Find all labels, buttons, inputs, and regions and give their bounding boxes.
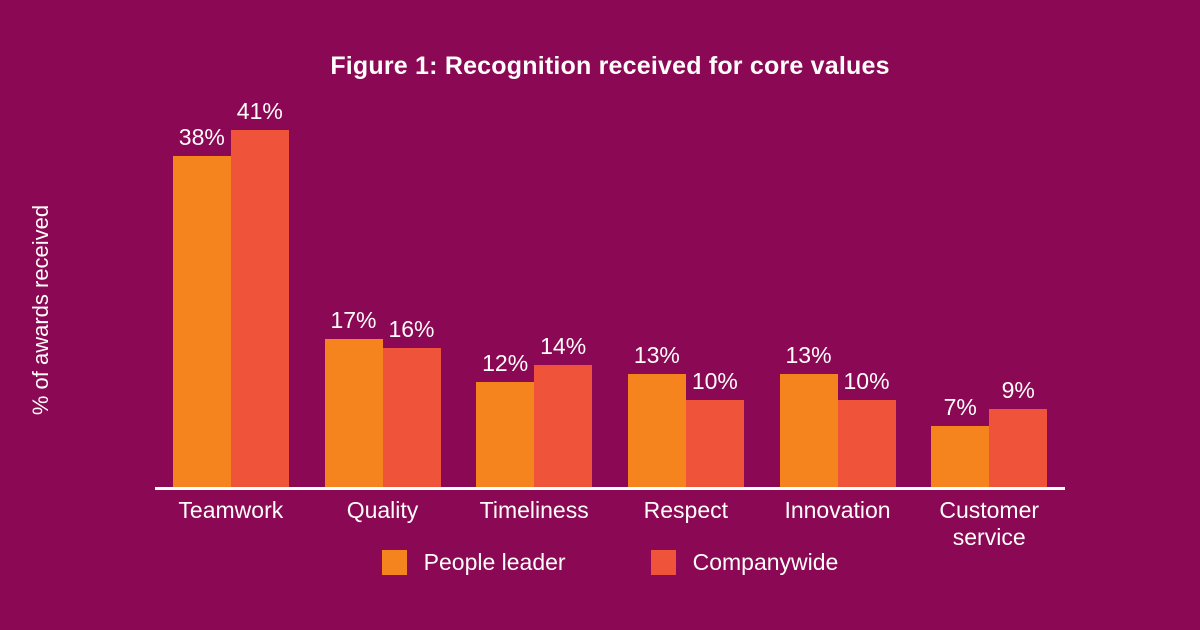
- legend-item-companywide: Companywide: [650, 549, 839, 576]
- bar-column: 38%: [172, 124, 231, 487]
- category-label-quality: Quality: [346, 497, 419, 523]
- bar-column: 7%: [931, 394, 990, 487]
- bar-column: 13%: [779, 342, 838, 487]
- legend-swatch-icon: [381, 550, 407, 575]
- bar-column: 12%: [476, 350, 535, 487]
- bar-companywide-quality: [382, 348, 441, 487]
- bar-group-respect: 13% 10%: [610, 342, 762, 487]
- bar-group-timeliness: 12% 14%: [458, 333, 610, 487]
- bar-companywide-teamwork: [230, 130, 289, 487]
- bar-value-label: 10%: [691, 368, 738, 394]
- category-label-customer-service: Customer service: [939, 497, 1040, 550]
- category-label-respect: Respect: [643, 497, 729, 523]
- bar-value-label: 10%: [843, 368, 890, 394]
- bar-value-label: 16%: [388, 316, 435, 342]
- bar-value-label: 9%: [1001, 377, 1035, 403]
- bar-column: 14%: [534, 333, 593, 487]
- bar-companywide-customer-service: [989, 409, 1048, 487]
- bar-people-leader-respect: [627, 374, 686, 487]
- bar-value-label: 38%: [178, 124, 225, 150]
- bar-value-label: 14%: [540, 333, 587, 359]
- category-label-timeliness: Timeliness: [479, 497, 589, 523]
- bar-people-leader-teamwork: [172, 156, 231, 487]
- legend: People leader Companywide: [155, 549, 1065, 576]
- bar-group-teamwork: 38% 41%: [155, 98, 307, 487]
- bar-column: 9%: [989, 377, 1048, 487]
- bar-people-leader-quality: [324, 339, 383, 487]
- bar-column: 17%: [324, 307, 383, 487]
- plot-area: 38% 41% 17% 16% 12% 14% 13% 10% 13% 10% 7% 9%: [155, 95, 1065, 487]
- category-label-innovation: Innovation: [784, 497, 891, 523]
- bar-value-label: 7%: [943, 394, 977, 420]
- bar-value-label: 13%: [633, 342, 680, 368]
- bar-column: 41%: [230, 98, 289, 487]
- bar-group-customer-service: 7% 9%: [913, 377, 1065, 487]
- legend-swatch-icon: [650, 550, 676, 575]
- chart-title: Figure 1: Recognition received for core …: [330, 52, 890, 80]
- bar-people-leader-innovation: [779, 374, 838, 487]
- bar-column: 10%: [837, 368, 896, 487]
- bar-value-label: 41%: [236, 98, 283, 124]
- category-label-teamwork: Teamwork: [178, 497, 284, 523]
- bar-value-label: 17%: [330, 307, 377, 333]
- bar-people-leader-customer-service: [931, 426, 990, 487]
- legend-label: People leader: [423, 549, 566, 575]
- bar-column: 16%: [382, 316, 441, 487]
- bar-value-label: 12%: [482, 350, 529, 376]
- bar-column: 10%: [685, 368, 744, 487]
- bar-companywide-respect: [685, 400, 744, 487]
- legend-label: Companywide: [692, 549, 839, 575]
- bar-companywide-innovation: [837, 400, 896, 487]
- bar-group-innovation: 13% 10%: [762, 342, 914, 487]
- bar-group-quality: 17% 16%: [307, 307, 459, 487]
- bar-value-label: 13%: [785, 342, 832, 368]
- y-axis-label: % of awards received: [28, 204, 53, 416]
- bar-column: 13%: [627, 342, 686, 487]
- legend-item-people-leader: People leader: [381, 549, 566, 576]
- bar-people-leader-timeliness: [476, 382, 535, 487]
- bar-companywide-timeliness: [534, 365, 593, 487]
- category-labels: Teamwork Quality Timeliness Respect Innovati…: [155, 497, 1065, 551]
- x-axis-line: [155, 487, 1065, 490]
